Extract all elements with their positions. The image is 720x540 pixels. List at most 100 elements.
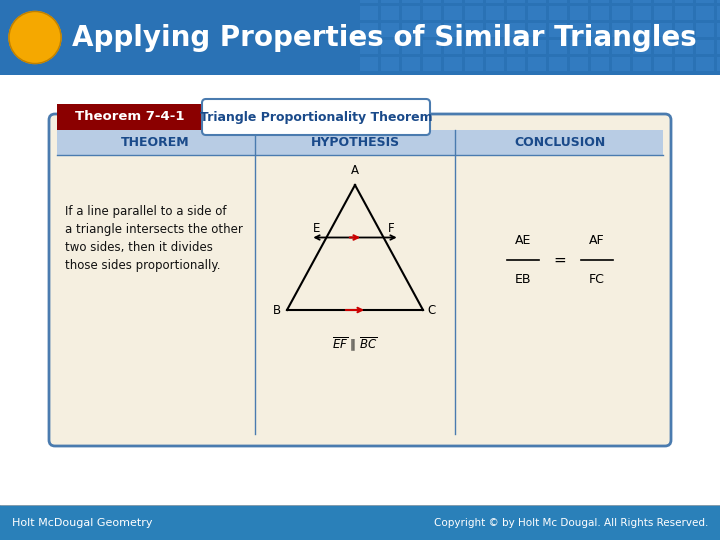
Bar — [57, 104, 202, 130]
Bar — [675, 23, 693, 37]
Bar — [612, 0, 630, 3]
Bar — [360, 23, 378, 37]
Bar — [612, 6, 630, 20]
Bar — [423, 57, 441, 71]
Bar — [507, 0, 525, 3]
Bar — [654, 0, 672, 3]
Bar — [549, 23, 567, 37]
Bar — [654, 23, 672, 37]
Bar — [633, 57, 651, 71]
Bar — [549, 0, 567, 3]
Text: a triangle intersects the other: a triangle intersects the other — [65, 223, 243, 236]
Bar — [507, 23, 525, 37]
Bar — [654, 57, 672, 71]
Bar — [654, 40, 672, 54]
Bar — [507, 40, 525, 54]
Bar — [633, 40, 651, 54]
Bar — [360, 40, 378, 54]
Bar — [486, 57, 504, 71]
Text: AF: AF — [589, 234, 605, 247]
Bar — [444, 57, 462, 71]
Bar — [528, 0, 546, 3]
Bar — [381, 0, 399, 3]
Bar — [591, 57, 609, 71]
Bar — [402, 6, 420, 20]
Bar — [402, 0, 420, 3]
Bar — [591, 0, 609, 3]
Bar — [381, 57, 399, 71]
Bar — [528, 6, 546, 20]
Bar — [402, 23, 420, 37]
Text: HYPOTHESIS: HYPOTHESIS — [310, 136, 400, 149]
Bar — [612, 57, 630, 71]
Bar — [0, 75, 720, 505]
Bar — [465, 40, 483, 54]
Bar — [675, 6, 693, 20]
FancyBboxPatch shape — [202, 99, 430, 135]
Text: Copyright © by Holt Mc Dougal. All Rights Reserved.: Copyright © by Holt Mc Dougal. All Right… — [433, 518, 708, 528]
Bar — [444, 6, 462, 20]
Bar — [612, 40, 630, 54]
Bar — [591, 40, 609, 54]
Bar — [507, 57, 525, 71]
Bar — [549, 57, 567, 71]
Text: =: = — [554, 253, 567, 267]
Bar — [591, 6, 609, 20]
Bar — [423, 6, 441, 20]
Text: AE: AE — [515, 234, 531, 247]
Text: two sides, then it divides: two sides, then it divides — [65, 241, 213, 254]
Bar — [549, 6, 567, 20]
Bar — [717, 40, 720, 54]
Bar — [570, 6, 588, 20]
Text: Applying Properties of Similar Triangles: Applying Properties of Similar Triangles — [72, 24, 697, 51]
Text: FC: FC — [589, 273, 605, 286]
Text: EB: EB — [515, 273, 531, 286]
Bar — [633, 23, 651, 37]
Bar — [381, 23, 399, 37]
Bar — [591, 23, 609, 37]
Text: C: C — [427, 303, 436, 316]
Text: F: F — [387, 221, 394, 234]
Ellipse shape — [9, 11, 61, 64]
Bar — [444, 23, 462, 37]
Text: CONCLUSION: CONCLUSION — [514, 136, 606, 149]
Bar — [633, 0, 651, 3]
Text: those sides proportionally.: those sides proportionally. — [65, 259, 220, 272]
Bar — [402, 40, 420, 54]
Bar — [675, 0, 693, 3]
Bar — [465, 23, 483, 37]
Bar — [444, 0, 462, 3]
Bar — [696, 40, 714, 54]
Bar — [486, 23, 504, 37]
Bar — [507, 6, 525, 20]
Text: B: B — [273, 303, 281, 316]
Bar — [486, 0, 504, 3]
Text: Triangle Proportionality Theorem: Triangle Proportionality Theorem — [199, 111, 432, 124]
Text: Holt McDougal Geometry: Holt McDougal Geometry — [12, 518, 153, 528]
Bar — [528, 57, 546, 71]
Text: E: E — [313, 221, 320, 234]
Bar — [465, 57, 483, 71]
Bar — [675, 57, 693, 71]
Bar — [402, 57, 420, 71]
Bar — [0, 505, 720, 540]
Bar — [0, 0, 720, 75]
Text: Theorem 7-4-1: Theorem 7-4-1 — [75, 111, 184, 124]
Bar — [717, 6, 720, 20]
Bar — [423, 40, 441, 54]
Bar — [696, 0, 714, 3]
Bar — [423, 23, 441, 37]
Bar — [675, 40, 693, 54]
Bar — [570, 0, 588, 3]
Bar — [444, 40, 462, 54]
Bar — [360, 6, 378, 20]
Bar — [465, 0, 483, 3]
Bar — [696, 23, 714, 37]
Bar — [423, 0, 441, 3]
Bar — [528, 23, 546, 37]
Bar — [486, 40, 504, 54]
Bar — [381, 6, 399, 20]
Bar — [486, 6, 504, 20]
Bar — [360, 57, 378, 71]
Bar — [717, 0, 720, 3]
